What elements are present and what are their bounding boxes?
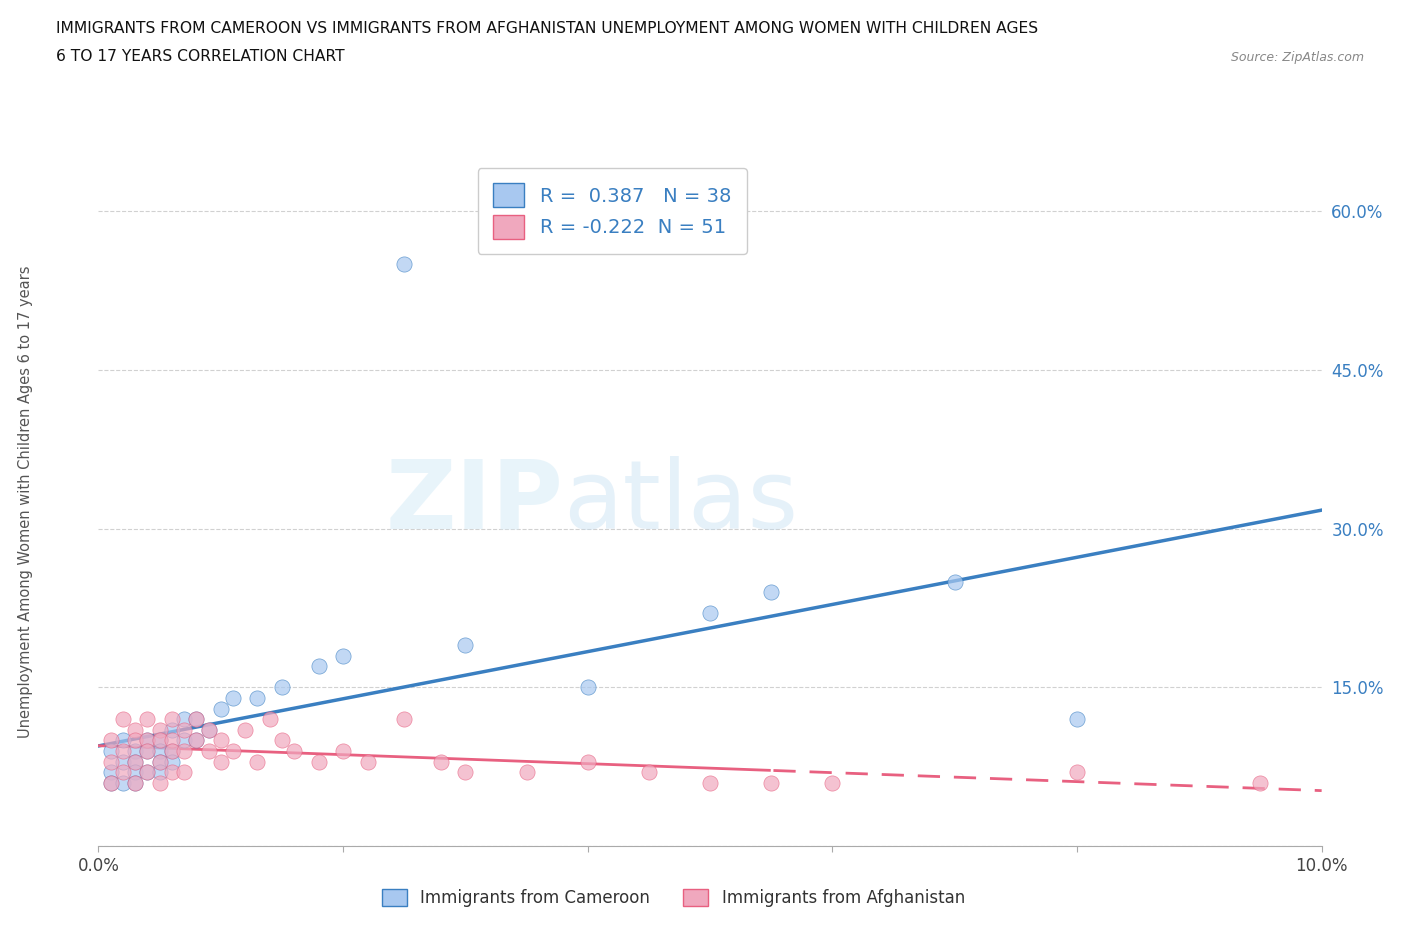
Point xyxy=(100,754,122,769)
Point xyxy=(160,764,183,779)
Point xyxy=(1249,776,1271,790)
Point xyxy=(111,744,134,759)
Point xyxy=(430,754,453,769)
Point xyxy=(246,691,269,706)
Point xyxy=(1066,764,1088,779)
Point xyxy=(332,648,354,663)
Text: Source: ZipAtlas.com: Source: ZipAtlas.com xyxy=(1230,51,1364,64)
Point xyxy=(173,723,195,737)
Point xyxy=(149,723,172,737)
Legend: Immigrants from Cameroon, Immigrants from Afghanistan: Immigrants from Cameroon, Immigrants fro… xyxy=(375,883,972,913)
Point xyxy=(111,764,134,779)
Point xyxy=(454,764,477,779)
Point xyxy=(124,776,146,790)
Point xyxy=(222,691,245,706)
Point xyxy=(173,764,195,779)
Point xyxy=(186,733,208,748)
Point xyxy=(332,744,354,759)
Point xyxy=(136,711,159,726)
Point xyxy=(111,733,134,748)
Point xyxy=(259,711,281,726)
Point xyxy=(160,754,183,769)
Point xyxy=(160,744,183,759)
Point xyxy=(124,776,146,790)
Point xyxy=(124,754,146,769)
Point xyxy=(356,754,378,769)
Point xyxy=(759,776,782,790)
Point xyxy=(124,764,146,779)
Point xyxy=(246,754,269,769)
Point xyxy=(160,711,183,726)
Point xyxy=(124,754,146,769)
Point xyxy=(136,764,159,779)
Point xyxy=(111,776,134,790)
Text: ZIP: ZIP xyxy=(385,456,564,549)
Point xyxy=(454,638,477,653)
Point xyxy=(111,711,134,726)
Point xyxy=(516,764,538,779)
Point xyxy=(149,764,172,779)
Point xyxy=(308,754,330,769)
Point xyxy=(100,764,122,779)
Text: Unemployment Among Women with Children Ages 6 to 17 years: Unemployment Among Women with Children A… xyxy=(18,266,32,738)
Point xyxy=(136,733,159,748)
Point xyxy=(136,764,159,779)
Point xyxy=(100,744,122,759)
Point xyxy=(173,744,195,759)
Point xyxy=(699,606,721,621)
Point xyxy=(173,733,195,748)
Point xyxy=(233,723,256,737)
Point xyxy=(136,744,159,759)
Point xyxy=(197,723,219,737)
Point xyxy=(136,733,159,748)
Point xyxy=(186,711,208,726)
Point xyxy=(160,723,183,737)
Point xyxy=(222,744,245,759)
Point xyxy=(149,744,172,759)
Point xyxy=(270,733,292,748)
Point xyxy=(308,658,330,673)
Point xyxy=(209,754,232,769)
Point xyxy=(270,680,292,695)
Point xyxy=(136,744,159,759)
Point xyxy=(392,711,416,726)
Text: 6 TO 17 YEARS CORRELATION CHART: 6 TO 17 YEARS CORRELATION CHART xyxy=(56,49,344,64)
Point xyxy=(149,754,172,769)
Point xyxy=(160,744,183,759)
Point xyxy=(124,733,146,748)
Point xyxy=(576,680,599,695)
Point xyxy=(759,585,782,600)
Point xyxy=(576,754,599,769)
Point xyxy=(699,776,721,790)
Text: atlas: atlas xyxy=(564,456,799,549)
Point xyxy=(392,257,416,272)
Point xyxy=(100,733,122,748)
Point xyxy=(100,776,122,790)
Point xyxy=(821,776,844,790)
Point xyxy=(124,744,146,759)
Point xyxy=(209,701,232,716)
Point xyxy=(1066,711,1088,726)
Point xyxy=(149,776,172,790)
Point xyxy=(149,733,172,748)
Point xyxy=(197,723,219,737)
Point xyxy=(160,733,183,748)
Point xyxy=(149,754,172,769)
Point xyxy=(186,733,208,748)
Point xyxy=(173,711,195,726)
Point xyxy=(124,723,146,737)
Text: IMMIGRANTS FROM CAMEROON VS IMMIGRANTS FROM AFGHANISTAN UNEMPLOYMENT AMONG WOMEN: IMMIGRANTS FROM CAMEROON VS IMMIGRANTS F… xyxy=(56,21,1039,36)
Point xyxy=(197,744,219,759)
Point xyxy=(283,744,305,759)
Point xyxy=(186,711,208,726)
Point xyxy=(100,776,122,790)
Point xyxy=(943,574,966,589)
Point xyxy=(209,733,232,748)
Point xyxy=(637,764,661,779)
Point xyxy=(111,754,134,769)
Point xyxy=(149,733,172,748)
